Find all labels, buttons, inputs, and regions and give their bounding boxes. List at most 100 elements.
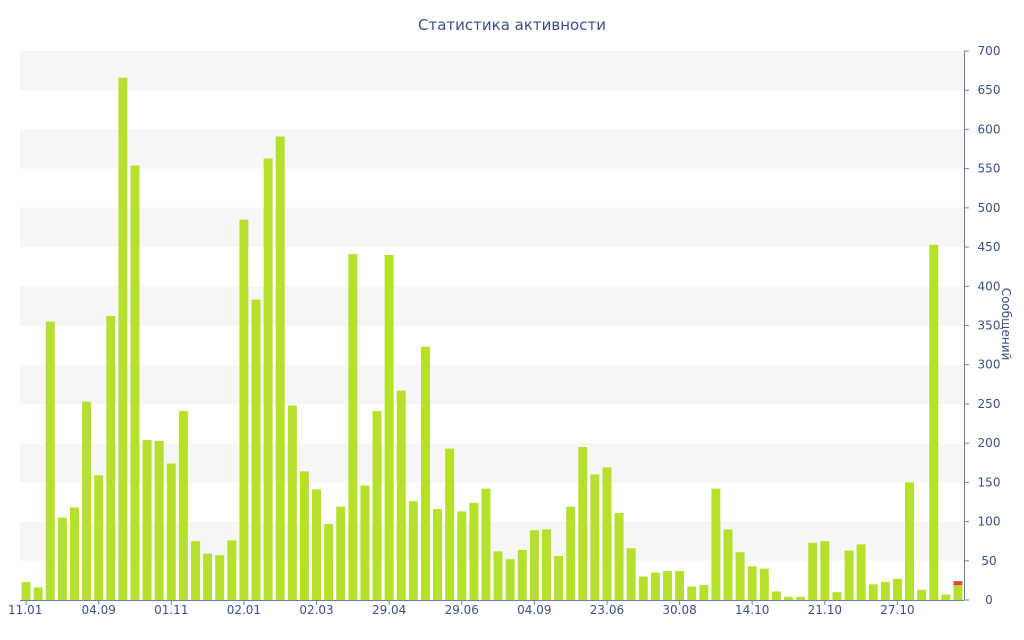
- y-tick-label: 500: [978, 201, 1001, 215]
- x-ticks: 11.01 04.09 01.11 02.01 02.03 29.04 29.06 04.09…: [8, 600, 915, 617]
- bar[interactable]: [21, 581, 31, 600]
- bar[interactable]: [699, 585, 709, 600]
- y-axis-label: Сообщений: [999, 288, 1013, 361]
- bar[interactable]: [880, 581, 890, 600]
- bar[interactable]: [69, 507, 79, 600]
- bar[interactable]: [336, 506, 346, 600]
- bar[interactable]: [348, 254, 358, 600]
- bar[interactable]: [420, 346, 430, 600]
- x-tick-label: 30.08: [662, 603, 696, 617]
- bar[interactable]: [856, 544, 866, 600]
- bar[interactable]: [227, 540, 237, 600]
- bar[interactable]: [614, 512, 624, 600]
- bar[interactable]: [771, 591, 781, 600]
- x-tick-label: 01.11: [154, 603, 188, 617]
- bar[interactable]: [191, 541, 200, 600]
- bar[interactable]: [130, 165, 140, 600]
- bar[interactable]: [408, 501, 418, 600]
- bar[interactable]: [457, 511, 467, 600]
- bar[interactable]: [215, 555, 225, 600]
- bar[interactable]: [299, 471, 309, 600]
- bar[interactable]: [94, 475, 104, 600]
- y-tick-label: 650: [978, 83, 1001, 97]
- y-tick-label: 0: [985, 593, 993, 607]
- bar-highlight[interactable]: [953, 581, 963, 586]
- bar[interactable]: [481, 488, 491, 600]
- bar[interactable]: [360, 485, 370, 600]
- bar[interactable]: [820, 541, 830, 600]
- bar[interactable]: [154, 440, 164, 600]
- bar[interactable]: [941, 594, 951, 600]
- bar[interactable]: [723, 529, 733, 600]
- y-tick-label: 50: [981, 554, 996, 568]
- x-tick-label: 29.06: [445, 603, 479, 617]
- bar[interactable]: [33, 587, 43, 600]
- bar[interactable]: [953, 581, 963, 600]
- bar[interactable]: [203, 553, 213, 600]
- bar[interactable]: [106, 316, 116, 600]
- bar[interactable]: [445, 448, 455, 600]
- bar[interactable]: [917, 589, 927, 600]
- bar[interactable]: [784, 596, 793, 600]
- bar[interactable]: [372, 410, 382, 600]
- bar[interactable]: [433, 509, 443, 600]
- bar[interactable]: [263, 158, 273, 600]
- grid-band: [20, 129, 964, 169]
- x-tick-label: 11.01: [8, 603, 42, 617]
- bar[interactable]: [905, 482, 915, 600]
- x-tick-label: 29.04: [372, 603, 406, 617]
- bar[interactable]: [650, 572, 660, 600]
- bar[interactable]: [554, 556, 564, 600]
- bar[interactable]: [324, 523, 334, 600]
- bar[interactable]: [469, 502, 479, 600]
- bar[interactable]: [796, 596, 806, 600]
- bar[interactable]: [251, 299, 261, 600]
- bar[interactable]: [638, 576, 648, 600]
- y-tick-label: 550: [978, 162, 1001, 176]
- bar[interactable]: [844, 550, 854, 600]
- grid-band: [20, 443, 964, 483]
- bar[interactable]: [142, 440, 152, 600]
- bar[interactable]: [747, 566, 757, 600]
- bar[interactable]: [275, 136, 285, 601]
- bar[interactable]: [82, 401, 92, 600]
- bar[interactable]: [493, 551, 503, 600]
- y-tick-label: 300: [978, 358, 1001, 372]
- x-tick-label: 21.10: [808, 603, 842, 617]
- bar[interactable]: [687, 586, 697, 600]
- x-tick-label: 14.10: [735, 603, 769, 617]
- bar[interactable]: [735, 552, 745, 600]
- bar[interactable]: [166, 463, 176, 600]
- bar[interactable]: [505, 559, 515, 600]
- bar[interactable]: [832, 592, 842, 600]
- bar[interactable]: [396, 390, 406, 600]
- bar[interactable]: [118, 77, 128, 601]
- bar[interactable]: [384, 254, 394, 600]
- grid-bands: [20, 51, 964, 561]
- bar[interactable]: [312, 489, 321, 600]
- bar[interactable]: [808, 542, 818, 600]
- bar[interactable]: [759, 568, 769, 600]
- bar[interactable]: [287, 405, 297, 601]
- bar[interactable]: [541, 529, 551, 600]
- bar[interactable]: [566, 506, 576, 600]
- grid-band: [20, 286, 964, 326]
- bar[interactable]: [57, 517, 67, 600]
- bar[interactable]: [711, 488, 721, 600]
- grid-band: [20, 521, 964, 561]
- bar[interactable]: [663, 570, 672, 600]
- bar[interactable]: [578, 447, 588, 600]
- bar[interactable]: [590, 474, 600, 600]
- bar[interactable]: [929, 244, 939, 600]
- bar[interactable]: [239, 219, 249, 600]
- bar[interactable]: [675, 570, 685, 600]
- bar[interactable]: [178, 410, 188, 600]
- bar[interactable]: [602, 467, 612, 600]
- bar[interactable]: [892, 578, 902, 600]
- bar[interactable]: [868, 584, 878, 600]
- bar[interactable]: [529, 530, 539, 600]
- bar[interactable]: [517, 549, 527, 600]
- bar[interactable]: [626, 548, 636, 600]
- bar[interactable]: [45, 321, 55, 600]
